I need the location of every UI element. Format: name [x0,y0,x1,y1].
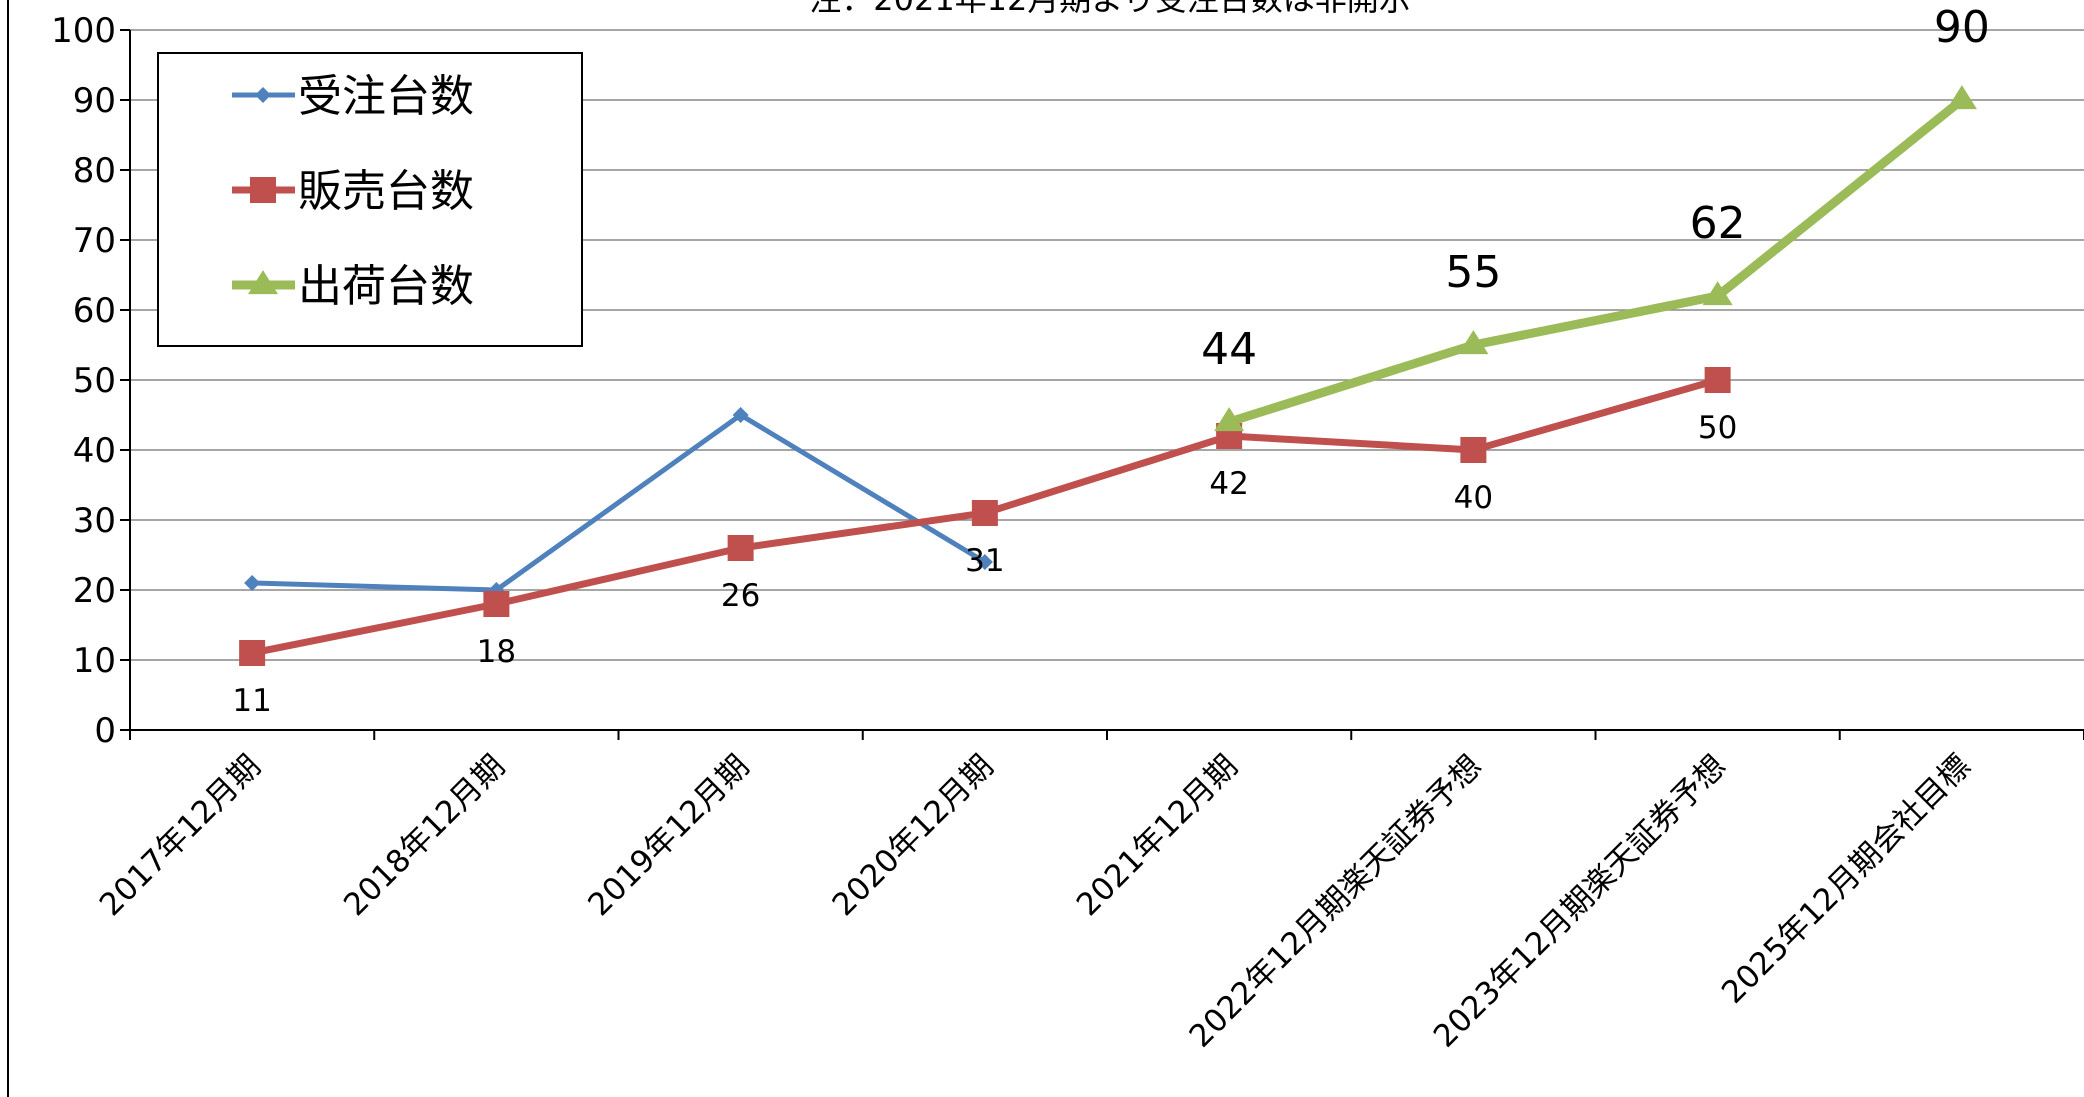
series-point-2 [1704,367,1731,393]
shipment-data-label: 62 [1690,198,1746,249]
series-point-1 [244,575,261,591]
y-tick-label: 10 [73,641,116,681]
legend-label: 販売台数 [298,166,474,217]
y-tick-label: 20 [73,571,116,611]
x-tick-label: 2021年12月期 [1070,748,1245,923]
series-point-1 [976,554,993,570]
legend-swatch-marker [250,177,276,203]
series-point-3 [1946,85,1977,110]
chart-note: 注：2021年12月期より受注台数は非開示 [809,0,1411,18]
series-point-3 [1702,281,1733,306]
series-point-2 [971,500,998,526]
legend-swatch-marker [255,87,271,103]
x-tick-label: 2019年12月期 [581,748,756,923]
sales-data-label: 11 [232,683,271,719]
axes [120,29,2084,740]
series-point-2 [727,535,754,561]
y-tick-label: 0 [94,711,116,751]
shipment-data-label: 90 [1934,2,1990,53]
shipment-data-label: 44 [1201,324,1257,375]
sales-data-label: 18 [477,634,516,670]
x-tick-labels: 2017年12月期 2018年12月期 2019年12月期 2020年12月期 2021… [93,748,1978,1054]
series-point-3 [1214,407,1245,432]
y-tick-label: 40 [73,431,116,471]
x-tick-label: 2018年12月期 [337,748,512,923]
y-tick-label: 70 [73,221,116,261]
series-line-3 [1227,96,1965,427]
y-tick-label: 90 [73,81,116,121]
y-tick-label: 50 [73,361,116,401]
sales-data-label: 42 [1209,466,1248,502]
x-tick-label: 2020年12月期 [826,748,1001,923]
y-tick-label: 80 [73,151,116,191]
series-layer [239,85,1977,666]
y-tick-label: 60 [73,291,116,331]
series-point-2 [239,640,266,666]
series-point-1 [732,407,749,423]
legend-label: 出荷台数 [298,261,474,312]
series-point-2 [483,591,510,617]
series-point-3 [1458,330,1489,355]
data-labels: 11 18 26 31 42 40 50 44 55 62 90 [232,2,1989,719]
sales-data-label: 50 [1698,410,1737,446]
y-tick-labels: 0 10 20 30 40 50 60 70 80 90 100 [51,11,116,751]
shipment-data-label: 55 [1445,247,1501,298]
legend-label: 受注台数 [298,71,474,122]
sales-data-label: 31 [965,543,1004,579]
x-tick-label: 2022年12月期楽天証券予想 [1183,748,1489,1054]
x-tick-label: 2025年12月期会社目標 [1715,748,1978,1011]
series-line-1 [252,412,987,593]
series-point-2 [1460,437,1487,463]
sales-data-label: 40 [1454,480,1493,516]
sales-data-label: 26 [721,578,760,614]
x-tick-label: 2023年12月期楽天証券予想 [1427,748,1733,1054]
y-tick-label: 30 [73,501,116,541]
x-tick-label: 2017年12月期 [93,748,268,923]
legend-box [157,52,583,347]
legend-swatch-marker [248,270,278,295]
y-tick-label: 100 [51,11,116,51]
